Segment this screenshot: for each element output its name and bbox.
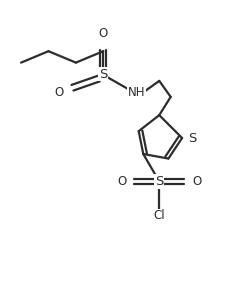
Text: O: O: [192, 175, 202, 188]
Text: O: O: [117, 175, 126, 188]
Text: Cl: Cl: [154, 209, 165, 222]
Text: O: O: [99, 27, 108, 40]
Text: S: S: [99, 67, 107, 81]
Text: S: S: [188, 131, 196, 145]
Text: O: O: [54, 86, 63, 99]
Text: S: S: [155, 175, 164, 188]
Text: NH: NH: [128, 86, 145, 99]
